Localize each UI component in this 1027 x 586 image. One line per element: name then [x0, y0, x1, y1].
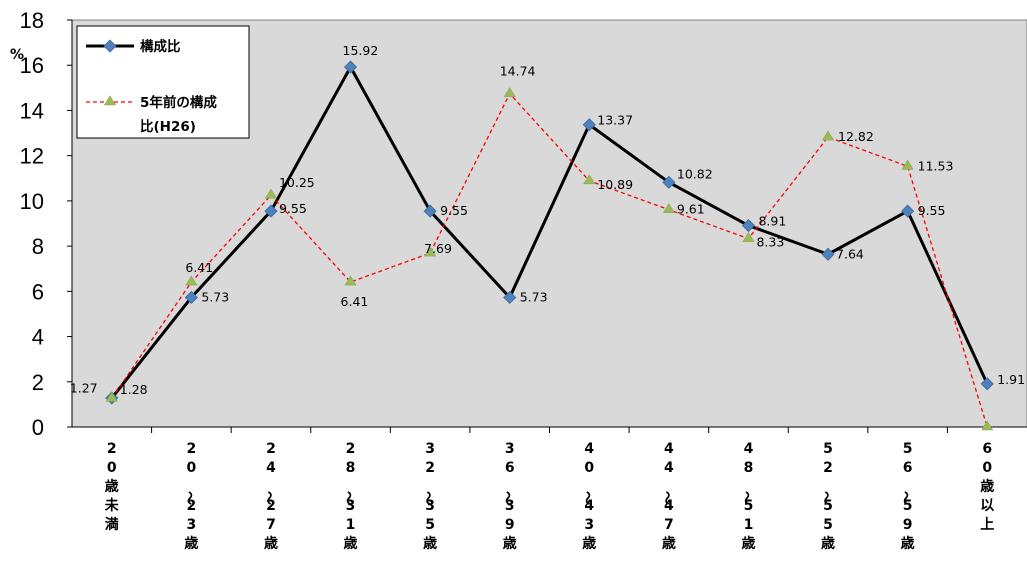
series-2-point: [105, 391, 118, 402]
series-2-data-label: 14.74: [500, 64, 536, 79]
series-1-point: [264, 204, 278, 218]
y-tick-label: 8: [32, 234, 44, 259]
y-tick-label: 2: [32, 370, 44, 395]
legend-label-series-2-line-1: 5年前の構成: [140, 94, 217, 111]
legend-marker-series-1: [103, 39, 117, 53]
y-unit-label: %: [10, 47, 24, 63]
y-tick-label: 16: [20, 53, 44, 78]
series-2-point: [981, 420, 994, 431]
series-1-point: [980, 377, 994, 391]
series-2-point: [503, 87, 516, 98]
series-2-data-label: 7.69: [424, 241, 452, 256]
series-2-point: [662, 203, 675, 214]
legend-label-series-2-line-2: 比(H26): [140, 118, 196, 135]
series-1-data-label: 15.92: [343, 43, 379, 58]
series-2-data-label: 1.27: [70, 380, 98, 395]
series-2-data-label: 10.25: [279, 175, 315, 190]
series-1-data-label: 1.28: [120, 382, 148, 397]
x-tick-label: 2 8 ～3 1 歳: [340, 441, 358, 552]
y-tick-label: 0: [32, 415, 44, 440]
series-2-point: [185, 275, 198, 286]
series-1-data-label: 5.73: [201, 289, 229, 304]
x-tick-label: 2 0 ～2 3 歳: [180, 441, 198, 552]
legend: 構成比 5年前の構成 比(H26): [76, 25, 250, 139]
series-2-point: [424, 246, 437, 257]
legend-label-series-1: 構成比: [140, 38, 181, 55]
series-2-point: [901, 159, 914, 170]
series-1-data-label: 9.55: [440, 203, 468, 218]
series-1-data-label: 5.73: [520, 289, 548, 304]
series-2-point: [583, 174, 596, 185]
x-tick-label: 4 8 ～5 1 歳: [737, 441, 755, 552]
series-1-data-label: 1.91: [997, 372, 1025, 387]
series-2-data-label: 12.82: [838, 129, 874, 144]
y-tick-label: 12: [20, 144, 44, 169]
series-1-point: [741, 218, 756, 233]
series-1-point: [184, 290, 198, 305]
series-1-data-label: 7.64: [836, 246, 864, 261]
series-1-point: [821, 247, 835, 261]
x-tick-label: 4 4 ～4 7 歳: [658, 441, 676, 552]
series-2-point: [344, 275, 357, 286]
series-1-data-label: 9.55: [279, 201, 307, 216]
series-2-point: [742, 232, 755, 242]
series-2-data-label: 11.53: [918, 158, 954, 173]
x-tick-label: 6 0 歳以上: [980, 441, 994, 533]
y-tick-label: 6: [32, 279, 44, 304]
y-tick-label: 14: [20, 98, 44, 123]
series-2-line: [111, 92, 988, 428]
series-2-data-label: 6.41: [185, 260, 213, 275]
series-2-data-label: 8.33: [756, 235, 784, 250]
series-1-data-label: 13.37: [597, 113, 633, 128]
x-tick-label: 5 2 ～5 5 歳: [817, 441, 835, 552]
series-1-data-label: 10.82: [677, 166, 713, 181]
series-1-point: [662, 175, 676, 189]
x-tick-label: 4 0 ～4 3 歳: [578, 441, 596, 552]
series-1-point: [503, 290, 517, 305]
series-1-point: [582, 118, 596, 132]
series-2-point: [822, 130, 835, 141]
series-2-point: [264, 188, 277, 199]
series-1-point: [423, 204, 437, 218]
series-2-data-label: 6.41: [341, 294, 369, 309]
series-1-line: [110, 65, 989, 399]
x-tick-label: 3 6 ～3 9 歳: [499, 441, 517, 552]
y-tick-label: 10: [20, 189, 44, 214]
x-tick-label: 2 0 歳未満: [105, 441, 120, 533]
series-1-point: [343, 60, 358, 74]
series-1-data-label: 9.55: [918, 203, 946, 218]
series-1-data-label: 8.91: [758, 214, 786, 229]
series-1-point: [901, 204, 915, 218]
x-tick-label: 3 2 ～3 5 歳: [419, 441, 437, 552]
series-2-data-label: 10.89: [597, 177, 633, 192]
x-tick-label: 5 6 ～5 9 歳: [897, 441, 915, 552]
y-tick-label: 18: [20, 8, 44, 33]
legend-marker-series-2: [103, 95, 117, 106]
y-tick-label: 4: [32, 325, 44, 350]
x-tick-label: 2 4 ～2 7 歳: [260, 441, 278, 552]
series-2-data-label: 9.61: [677, 202, 705, 217]
